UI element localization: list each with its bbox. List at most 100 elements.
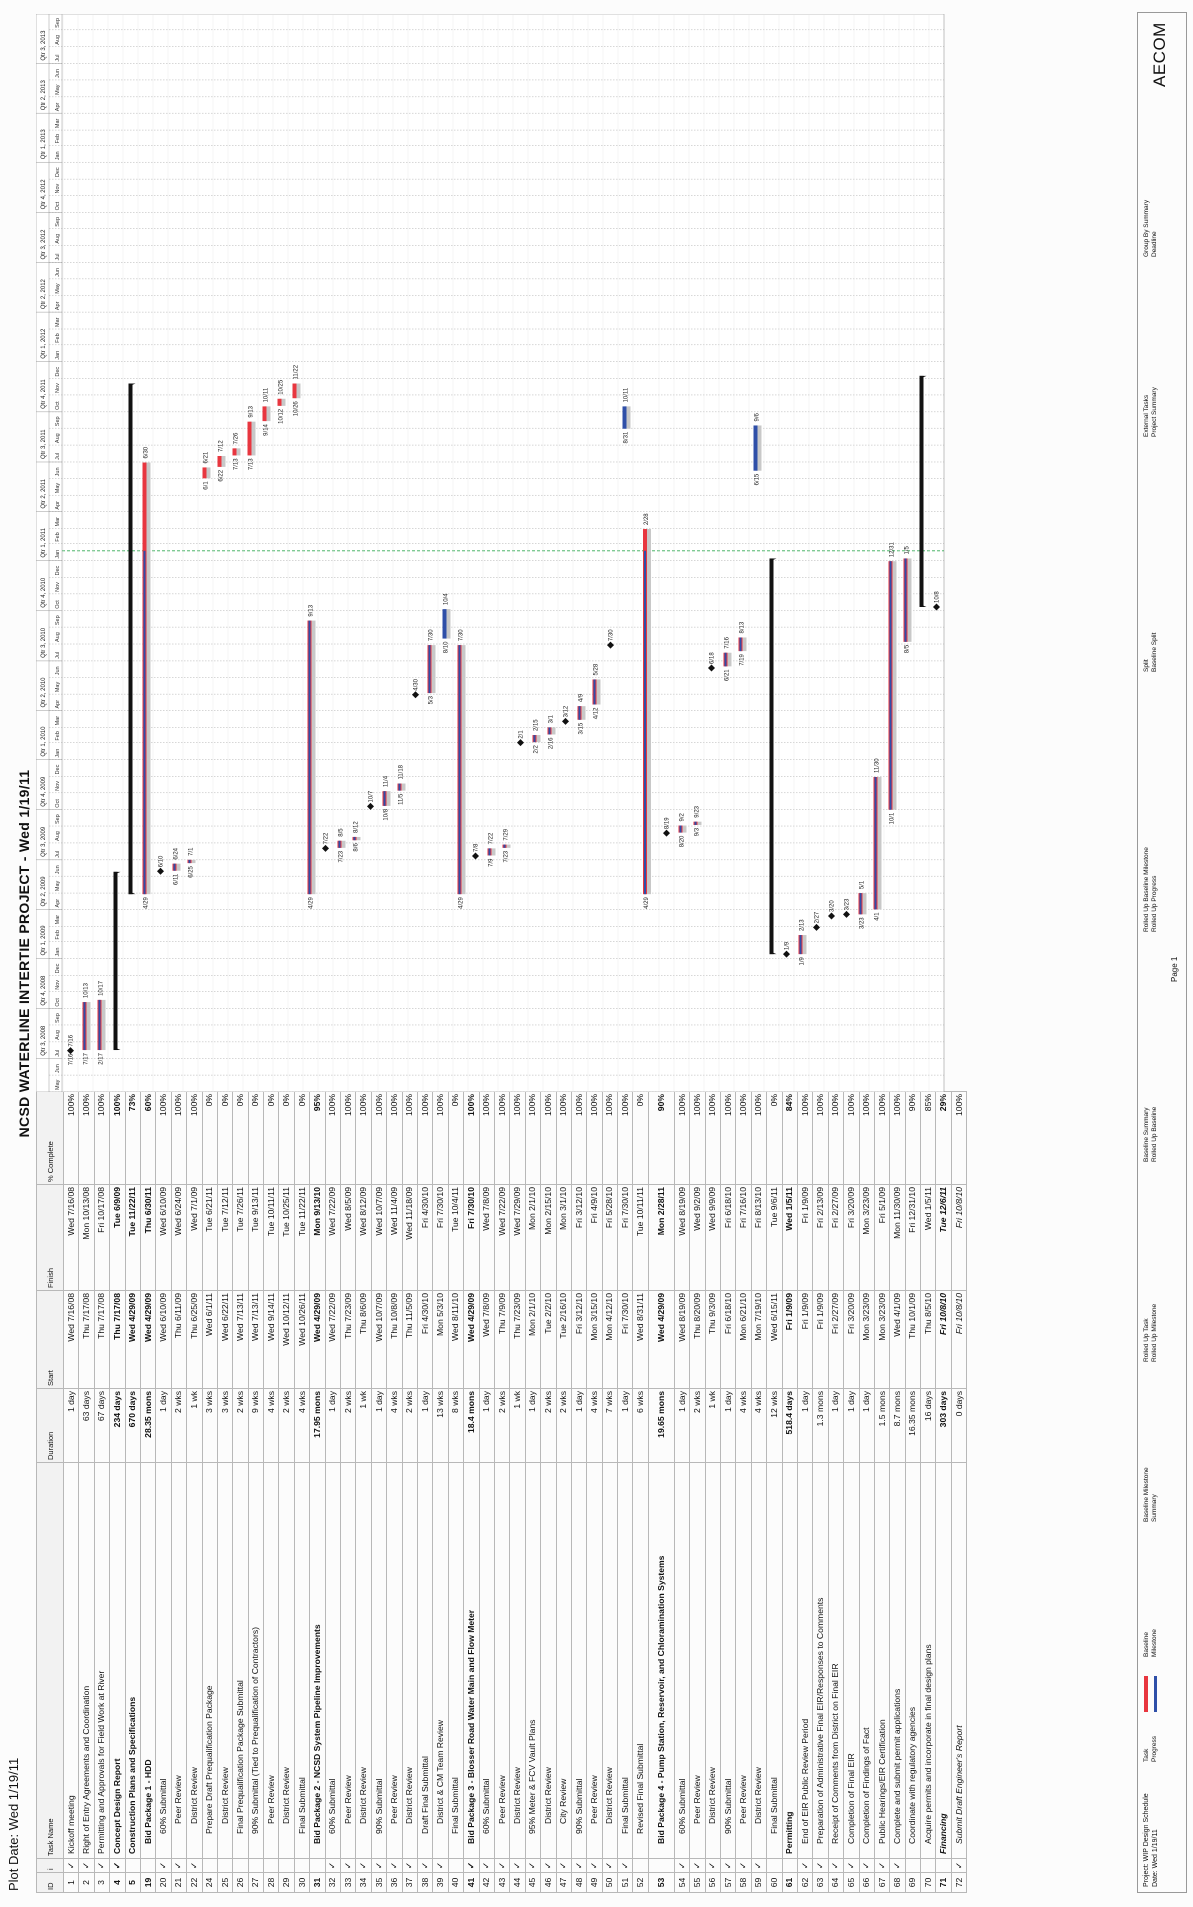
legend-label-rolled-up-task: Rolled Up Task [1143, 1318, 1150, 1362]
month-label: Apr [55, 102, 61, 111]
table-row[interactable]: 53 Bid Package 4 - Pump Station, Reservoi… [648, 1091, 675, 1893]
task-duration: 4 wks [586, 1388, 603, 1463]
table-row[interactable]: 44 ✓ District Review 1 wk Thu 7/23/09 Wed 7/2… [509, 1091, 526, 1893]
table-row[interactable]: 36 ✓ Peer Review 4 wks Thu 10/8/09 Wed 11/4/0… [386, 1091, 403, 1893]
table-row[interactable]: 56 ✓ District Review 1 wk Thu 9/3/09 Wed 9/9/… [705, 1091, 721, 1893]
table-row[interactable]: 21 ✓ Peer Review 2 wks Thu 6/11/09 Wed 6/24/0… [171, 1091, 187, 1893]
table-row[interactable]: 30 Final Submittal 4 wks Wed 10/26/11 Tue 11… [294, 1091, 310, 1893]
task-id: 59 [751, 1872, 767, 1893]
table-row[interactable]: 68 ✓ Complete and submit permit applicatio… [889, 1091, 906, 1893]
table-row[interactable]: 64 ✓ Receipt of Comments from District on … [828, 1091, 844, 1893]
col-header-info[interactable]: i [36, 1858, 64, 1873]
table-row[interactable]: 38 ✓ Draft Final Submittal 1 day Fri 4/30/10… [417, 1091, 433, 1893]
table-row[interactable]: 34 ✓ District Review 1 wk Thu 8/6/09 Wed 8/12… [355, 1091, 372, 1893]
table-row[interactable]: 66 ✓ Completion of Findings of Fact 1 day Mo… [859, 1091, 875, 1893]
table-row[interactable]: 58 ✓ Peer Review 4 wks Mon 6/21/10 Fri 7/16/1… [735, 1091, 752, 1893]
task-finish: Tue 10/25/11 [278, 1184, 295, 1291]
table-row[interactable]: 29 District Review 2 wks Wed 10/12/11 Tue 10… [278, 1091, 295, 1893]
col-header-start[interactable]: Start [36, 1290, 64, 1389]
table-row[interactable]: 3 ✓ Permitting and Approvals for Field Wor… [94, 1091, 110, 1893]
table-row[interactable]: 47 ✓ City Review 2 wks Tue 2/16/10 Mon 3/1/10… [556, 1091, 572, 1893]
table-row[interactable]: 69 Coordinate with regulatory agencies 16.… [905, 1091, 921, 1893]
table-row[interactable]: 42 ✓ 60% Submittal 1 day Wed 7/8/09 Wed 7/8/0… [479, 1091, 495, 1893]
table-row[interactable]: 45 ✓ 95% Meter & FCV Vault Plans 1 day Mon 2… [525, 1091, 541, 1893]
bar-end-label: 8/5 [339, 828, 345, 837]
table-row[interactable]: 33 ✓ Peer Review 2 wks Thu 7/23/09 Wed 8/5/09… [340, 1091, 356, 1893]
table-row[interactable]: 55 ✓ Peer Review 2 wks Thu 8/20/09 Wed 9/2/09… [689, 1091, 706, 1893]
table-row[interactable]: 2 ✓ Right of Entry Agreements and Coordina… [78, 1091, 95, 1893]
table-row[interactable]: 57 ✓ 90% Submittal 1 day Fri 6/18/10 Fri 6/18… [720, 1091, 736, 1893]
month-label: Sep [55, 18, 61, 28]
task-duration: 1 wk [186, 1388, 203, 1463]
table-row[interactable]: 43 ✓ Peer Review 2 wks Thu 7/9/09 Wed 7/22/09… [494, 1091, 510, 1893]
table-row[interactable]: 65 ✓ Completion of Final EIR 1 day Fri 3/20/… [843, 1091, 860, 1893]
table-row[interactable]: 19 Bid Package 1 - HDD 28.35 mons Wed 4/29/… [140, 1091, 156, 1893]
table-row[interactable]: 24 Prepare Draft Prequalification Package… [202, 1091, 218, 1893]
table-row[interactable]: 35 ✓ 90% Submittal 1 day Wed 10/7/09 Wed 10/7… [371, 1091, 387, 1893]
table-row[interactable]: 5 Construction Plans and Specifications 67… [125, 1091, 141, 1893]
table-row[interactable]: 51 ✓ Final Submittal 1 day Fri 7/30/10 Fri 7/… [617, 1091, 633, 1893]
task-duration: 1 day [571, 1388, 587, 1463]
progress-bar [904, 558, 907, 642]
task-finish: Mon 3/23/09 [859, 1184, 875, 1291]
table-row[interactable]: 48 ✓ 90% Submittal 1 day Fri 3/12/10 Fri 3/12… [571, 1091, 587, 1893]
task-info-cell: ✓ [556, 1858, 572, 1873]
table-row[interactable]: 32 ✓ 60% Submittal 1 day Wed 7/22/09 Wed 7/22… [325, 1091, 341, 1893]
task-name: District Review [602, 1462, 618, 1859]
task-id: 19 [140, 1872, 156, 1893]
table-row[interactable]: 52 Revised Final Submittal 6 wks Wed 8/31/1… [632, 1091, 649, 1893]
check-icon: ✓ [173, 1861, 184, 1870]
table-row[interactable]: 25 District Review 3 wks Wed 6/22/11 Tue 7/1… [217, 1091, 233, 1893]
table-row[interactable]: 50 ✓ District Review 7 wks Mon 4/12/10 Fri 5/… [602, 1091, 618, 1893]
task-finish: Wed 9/2/09 [689, 1184, 706, 1291]
col-header-id[interactable]: ID [36, 1872, 64, 1893]
task-name: District Review [751, 1462, 767, 1859]
task-percent-complete: 0% [263, 1091, 279, 1185]
table-row[interactable]: 31 Bid Package 2 - NCSD System Pipeline I… [309, 1091, 326, 1893]
progress-bar [98, 999, 101, 1051]
task-percent-complete: 100% [797, 1091, 813, 1185]
col-header-task-name[interactable]: Task Name [36, 1462, 64, 1859]
table-row[interactable]: 49 ✓ Peer Review 4 wks Mon 3/15/10 Fri 4/9/10… [586, 1091, 603, 1893]
table-row[interactable]: 60 Final Submittal 12 wks Wed 6/15/11 Tue 9/… [766, 1091, 783, 1893]
task-duration: 1 day [720, 1388, 736, 1463]
bar-end-label: 10/4 [444, 593, 450, 605]
table-row[interactable]: 59 ✓ District Review 4 wks Mon 7/19/10 Fri 8/… [751, 1091, 767, 1893]
bar-end-label: 10/11 [264, 387, 270, 402]
table-row[interactable]: 46 ✓ District Review 2 wks Tue 2/2/10 Mon 2/1… [540, 1091, 556, 1893]
table-row[interactable]: 37 ✓ District Review 2 wks Thu 11/5/09 Wed 11… [402, 1091, 418, 1893]
table-row[interactable]: 70 Acquire permits and incorporate in fin… [920, 1091, 936, 1893]
month-label: Oct [55, 201, 61, 210]
col-header-duration[interactable]: Duration [36, 1388, 64, 1463]
table-row[interactable]: 22 ✓ District Review 1 wk Thu 6/25/09 Wed 7/1… [186, 1091, 203, 1893]
table-row[interactable]: 72 ✓ Submit Draft Engineer's Report 0 days F… [951, 1091, 967, 1893]
col-header-percent-complete[interactable]: % Complete [36, 1091, 64, 1185]
table-row[interactable]: 40 Final Submittal 8 wks Wed 8/11/10 Tue 10/… [448, 1091, 464, 1893]
quarter-label: Qtr 2, 2013 [41, 80, 47, 111]
table-row[interactable]: 71 Financing 303 days Fri 10/8/10 Tue 12/6/1… [935, 1091, 952, 1893]
task-info-cell [125, 1858, 141, 1873]
table-row[interactable]: 4 ✓ Concept Design Report 234 days Thu 7/17/… [109, 1091, 126, 1893]
progress-bar [383, 791, 386, 806]
col-header-finish[interactable]: Finish [36, 1184, 64, 1291]
table-row[interactable]: 27 90% Submittal (Tied to Prequalificatio… [248, 1091, 264, 1893]
table-row[interactable]: 63 ✓ Preparation of Administrative Final E… [812, 1091, 829, 1893]
table-row[interactable]: 62 ✓ End of EIR Public Review Period 1 day F… [797, 1091, 813, 1893]
table-row[interactable]: 28 Peer Review 4 wks Wed 9/14/11 Tue 10/11/1… [263, 1091, 279, 1893]
bar-end-label: 2/1 [519, 730, 525, 739]
table-row[interactable]: 1 ✓ Kickoff meeting 1 day Wed 7/16/08 Wed 7/1… [63, 1091, 79, 1893]
task-info-cell [248, 1858, 264, 1873]
table-row[interactable]: 26 Final Prequalification Package Submitt… [232, 1091, 249, 1893]
task-name: District Review [217, 1462, 233, 1859]
progress-bar [83, 1002, 86, 1051]
table-row[interactable]: 67 ✓ Public Hearings/EIR Certification 1.5 … [874, 1091, 890, 1893]
table-row[interactable]: 20 ✓ 60% Submittal 1 day Wed 6/10/09 Wed 6/10… [155, 1091, 172, 1893]
legend-label-summary: Summary [1151, 1494, 1158, 1522]
task-start: Tue 2/2/10 [540, 1290, 556, 1389]
table-row[interactable]: 39 ✓ District & CM Team Review 13 wks Mon 5/… [432, 1091, 449, 1893]
table-row[interactable]: 41 ✓ Bid Package 3 - Blosser Road Water Ma… [463, 1091, 480, 1893]
task-finish: Wed 1/5/11 [782, 1184, 798, 1291]
table-row[interactable]: 54 ✓ 60% Submittal 1 day Wed 8/19/09 Wed 8/19… [674, 1091, 690, 1893]
summary-bar [769, 558, 774, 955]
table-row[interactable]: 61 Permitting 518.4 days Fri 1/9/09 Wed 1/5/… [782, 1091, 798, 1893]
